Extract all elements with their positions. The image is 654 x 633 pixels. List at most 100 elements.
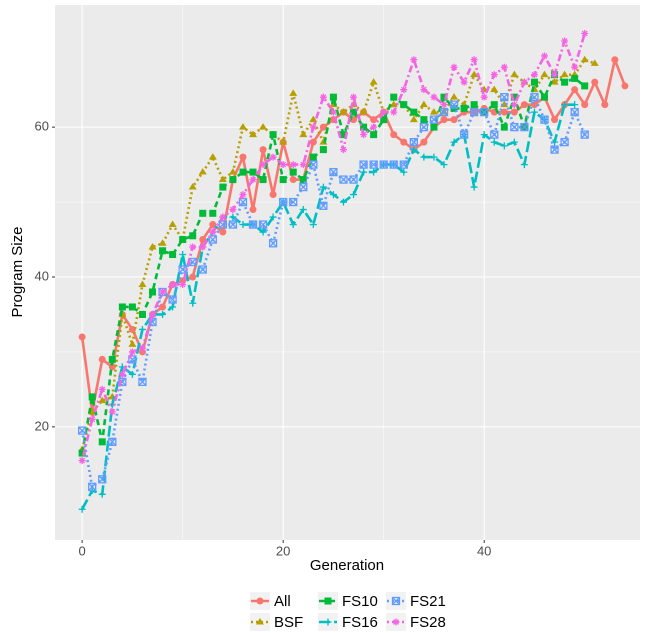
- point: [450, 116, 458, 124]
- point: [380, 108, 388, 116]
- point: [470, 70, 479, 78]
- y-tick-label: 20: [35, 418, 49, 433]
- point: [430, 123, 438, 131]
- point: [289, 161, 297, 169]
- point: [430, 93, 438, 101]
- point: [209, 228, 217, 236]
- point: [339, 108, 348, 115]
- point: [279, 176, 287, 184]
- point: [541, 93, 549, 101]
- point: [601, 101, 609, 109]
- point: [229, 176, 237, 184]
- point: [299, 130, 308, 138]
- point: [158, 239, 167, 246]
- point: [209, 209, 217, 217]
- point: [108, 408, 116, 416]
- point: [420, 153, 428, 161]
- point: [571, 74, 579, 82]
- point: [179, 280, 187, 288]
- point: [238, 123, 247, 130]
- point: [108, 437, 117, 446]
- point: [450, 93, 459, 100]
- point: [360, 168, 368, 176]
- point: [500, 93, 509, 102]
- point: [138, 344, 146, 352]
- point: [580, 130, 589, 139]
- point: [540, 115, 549, 124]
- point: [329, 93, 337, 101]
- point: [239, 221, 247, 229]
- point: [249, 176, 257, 184]
- legend-text: FS16: [342, 614, 378, 631]
- point: [410, 56, 418, 64]
- point: [370, 116, 378, 124]
- point: [329, 167, 338, 177]
- point: [490, 101, 498, 109]
- point: [560, 137, 569, 147]
- point: [289, 221, 297, 229]
- point: [159, 247, 167, 255]
- point: [169, 303, 177, 311]
- point: [239, 153, 247, 161]
- point: [229, 206, 237, 214]
- point: [324, 597, 332, 605]
- point: [510, 122, 519, 132]
- point: [390, 93, 398, 101]
- point: [319, 201, 328, 210]
- point: [350, 108, 358, 116]
- point: [480, 131, 488, 139]
- point: [128, 370, 136, 378]
- point: [138, 377, 147, 387]
- point: [391, 596, 401, 606]
- point: [219, 183, 227, 191]
- point: [571, 63, 579, 71]
- point: [359, 108, 368, 115]
- point: [530, 93, 539, 102]
- point: [299, 161, 307, 169]
- point: [199, 209, 207, 217]
- point: [490, 138, 498, 146]
- point: [370, 131, 378, 139]
- point: [309, 160, 318, 169]
- point: [339, 175, 348, 184]
- point: [188, 183, 197, 190]
- point: [339, 146, 347, 154]
- point: [581, 101, 589, 109]
- point: [128, 340, 137, 347]
- point: [148, 243, 157, 250]
- point: [259, 123, 268, 130]
- point: [541, 52, 549, 60]
- point: [500, 123, 508, 131]
- point: [108, 355, 116, 363]
- point: [571, 86, 579, 94]
- point: [208, 153, 217, 160]
- point: [369, 78, 378, 85]
- point: [138, 310, 146, 318]
- point: [580, 55, 589, 63]
- point: [289, 168, 297, 176]
- point: [409, 137, 418, 147]
- point: [169, 251, 177, 259]
- point: [459, 130, 469, 139]
- point: [389, 100, 398, 108]
- point: [349, 175, 358, 184]
- point: [319, 146, 327, 154]
- point: [360, 123, 368, 131]
- point: [269, 213, 277, 221]
- point: [309, 138, 317, 146]
- point: [450, 138, 458, 146]
- point: [256, 618, 264, 625]
- point: [279, 161, 287, 169]
- legend-text: FS10: [342, 593, 378, 610]
- point: [419, 100, 428, 108]
- point: [319, 123, 327, 131]
- point: [410, 108, 418, 116]
- point: [560, 70, 569, 78]
- point: [370, 123, 378, 131]
- point: [420, 138, 428, 146]
- point: [98, 475, 107, 484]
- point: [209, 221, 217, 229]
- point: [440, 161, 448, 169]
- point: [77, 426, 87, 435]
- x-tick-label: 0: [79, 543, 86, 558]
